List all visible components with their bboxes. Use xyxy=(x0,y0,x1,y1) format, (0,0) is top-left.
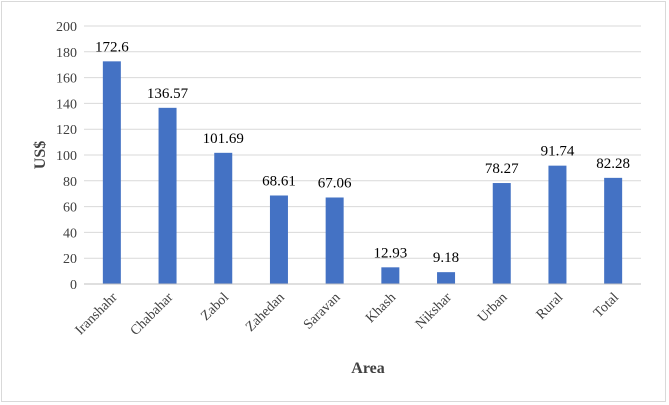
data-label: 172.6 xyxy=(95,39,129,55)
bar xyxy=(158,107,177,284)
bar xyxy=(214,152,233,284)
bar xyxy=(269,195,288,284)
x-tick-label: Urban xyxy=(475,290,510,325)
y-tick-label: 100 xyxy=(56,149,77,164)
bar xyxy=(548,165,567,284)
data-label: 9.18 xyxy=(433,250,459,266)
data-label: 91.74 xyxy=(541,144,575,160)
y-axis-title: US$ xyxy=(32,141,49,169)
bar xyxy=(381,267,400,284)
y-tick-label: 120 xyxy=(56,123,77,138)
x-axis-title: Area xyxy=(351,360,384,377)
data-labels: 172.6 136.57 101.69 68.61 67.06 12.93 9.18 78.2… xyxy=(95,39,630,266)
data-label: 101.69 xyxy=(203,131,244,147)
data-label: 136.57 xyxy=(147,86,189,102)
y-tick-label: 20 xyxy=(63,252,77,267)
y-tick-label: 180 xyxy=(56,46,77,61)
y-tick-label: 40 xyxy=(63,226,77,241)
y-tick-label: 80 xyxy=(63,175,77,190)
x-tick-label: Zabol xyxy=(198,290,232,324)
y-tick-label: 140 xyxy=(56,97,77,112)
x-tick-label: Khash xyxy=(363,290,399,326)
data-label: 67.06 xyxy=(318,175,352,191)
bar xyxy=(604,177,623,284)
bar xyxy=(102,61,121,284)
gridlines xyxy=(84,25,641,259)
data-label: 78.27 xyxy=(485,161,519,177)
x-tick-label: Total xyxy=(591,290,622,321)
bar xyxy=(492,183,511,284)
x-tick-label: Iranshahr xyxy=(73,290,121,338)
bar xyxy=(437,272,456,284)
data-label: 82.28 xyxy=(596,156,630,172)
y-tick-label: 60 xyxy=(63,201,77,216)
bars xyxy=(102,61,623,284)
x-tick-label: Rural xyxy=(534,290,567,323)
y-axis-ticks: 0 20 40 60 80 100 120 140 160 180 200 xyxy=(56,20,77,293)
y-tick-label: 160 xyxy=(56,72,77,87)
data-label: 68.61 xyxy=(262,173,296,189)
x-tick-label: Saravan xyxy=(301,290,343,332)
x-tick-label: Chabahar xyxy=(128,290,177,339)
bar xyxy=(325,197,344,284)
y-tick-label: 200 xyxy=(56,20,77,35)
y-tick-label: 0 xyxy=(70,278,77,293)
x-tick-label: Zahedan xyxy=(243,290,288,335)
data-label: 12.93 xyxy=(373,245,407,261)
x-axis-ticks: Iranshahr Chabahar Zabol Zahedan Saravan Khas… xyxy=(73,290,622,339)
x-tick-label: Nikshar xyxy=(413,290,455,332)
